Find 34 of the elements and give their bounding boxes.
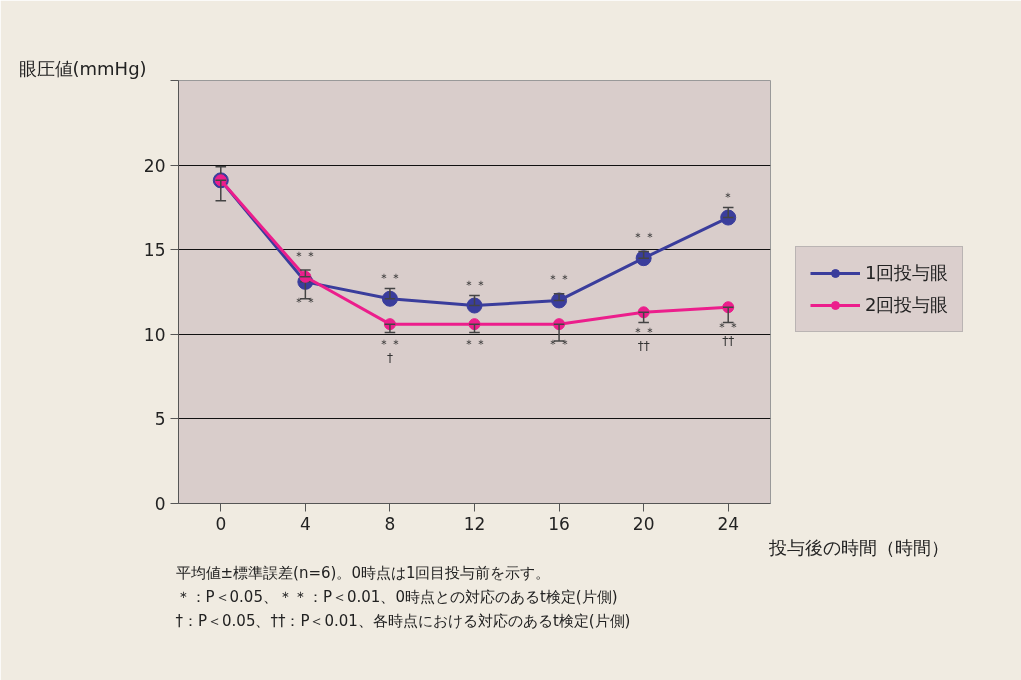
y-tick-label: 20 bbox=[143, 155, 166, 176]
x-tick-label: 8 bbox=[384, 513, 396, 534]
annotation: † bbox=[386, 351, 393, 366]
annotation: ＊＊ bbox=[631, 230, 656, 245]
text: ＊：P＜0.05、＊＊：P＜0.01、0時点との対応のあるt検定(片側) bbox=[175, 587, 618, 606]
x-tick-label: 0 bbox=[215, 513, 227, 534]
annotation: †† bbox=[722, 334, 735, 349]
annotation: †† bbox=[637, 339, 650, 354]
text: 平均値±標準誤差(n=6)。0時点は1回目投与前を示す。 bbox=[175, 563, 551, 582]
text: †：P＜0.05、††：P＜0.01、各時点における対応のあるt検定(片側) bbox=[175, 611, 631, 630]
annotation: ＊＊ bbox=[631, 325, 656, 340]
annotation: ＊＊ bbox=[547, 337, 572, 352]
x-tick-label: 16 bbox=[548, 513, 570, 534]
annotation: ＊＊ bbox=[462, 337, 487, 352]
annotation: ＊＊ bbox=[462, 277, 487, 292]
y-tick-label: 15 bbox=[143, 240, 166, 261]
x-tick-label: 12 bbox=[463, 513, 486, 534]
annotation: ＊＊ bbox=[293, 294, 318, 309]
x-axis-title: 投与後の時間（時間） bbox=[767, 536, 949, 558]
x-tick-label: 4 bbox=[299, 513, 311, 534]
x-tick-label: 24 bbox=[717, 513, 740, 534]
annotation: ＊＊ bbox=[293, 248, 318, 263]
legend-label: 1回投与眼 bbox=[865, 261, 949, 285]
legend-label: 2回投与眼 bbox=[865, 293, 949, 317]
annotation: ＊＊ bbox=[377, 337, 402, 352]
y-axis-title: 眼圧値(mmHg) bbox=[18, 57, 147, 79]
annotation: ＊＊ bbox=[716, 320, 741, 335]
annotation: ＊＊ bbox=[377, 270, 402, 285]
x-tick-label: 20 bbox=[632, 513, 655, 534]
y-tick-label: 5 bbox=[154, 409, 166, 430]
annotation: ＊ bbox=[722, 189, 735, 204]
y-tick-label: 10 bbox=[143, 324, 166, 345]
y-tick-label: 0 bbox=[154, 494, 166, 514]
annotation: ＊＊ bbox=[547, 272, 572, 287]
